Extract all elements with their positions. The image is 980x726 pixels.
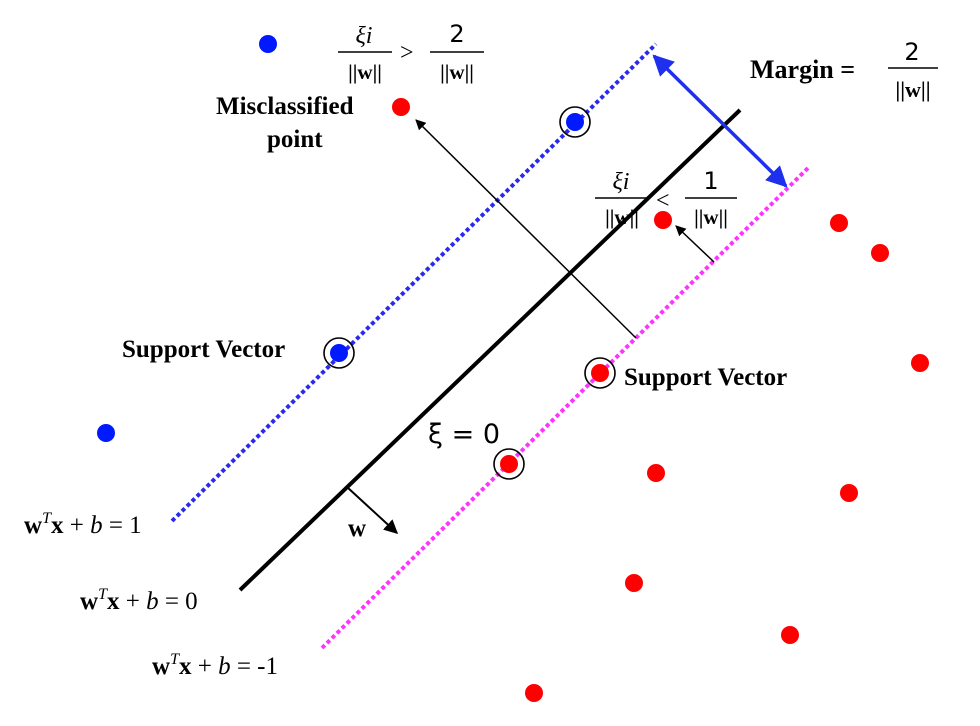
margin-numerator: 2: [904, 38, 919, 66]
misclassified-red-point: [392, 98, 410, 116]
red-point: [830, 214, 848, 232]
margin-width-arrow: [652, 54, 788, 188]
blue-support-vector-point: [566, 113, 584, 131]
one-numerator-mid: 1: [703, 167, 718, 195]
two-denominator-top: ||w||: [440, 60, 474, 84]
support-vector-label-right: Support Vector: [624, 364, 787, 391]
positive-margin-line: [170, 42, 658, 523]
equation-zero: wTx + b = 0: [80, 586, 198, 615]
support-vector-label-left: Support Vector: [122, 336, 285, 363]
two-numerator-top: 2: [449, 20, 464, 48]
equation-minus-one: wTx + b = -1: [152, 651, 278, 680]
red-point: [647, 464, 665, 482]
margin-denominator: ||w||: [895, 77, 930, 102]
red-point: [840, 484, 858, 502]
support-vector-ring: [584, 357, 616, 389]
misclassified-label-line2: point: [267, 126, 323, 153]
margin-violation-slack-arrow: [675, 225, 715, 263]
greater-than-symbol: >: [400, 40, 414, 66]
decision-boundary-line: [238, 108, 742, 592]
red-support-vector-point: [591, 364, 609, 382]
red-point: [781, 626, 799, 644]
margin-violating-red-point: [654, 211, 672, 229]
support-vector-ring: [559, 106, 591, 138]
less-than-symbol: <: [656, 188, 670, 214]
one-denominator-mid: ||w||: [694, 205, 728, 229]
xi-denominator-mid: ||w||: [605, 205, 639, 229]
red-point: [911, 354, 929, 372]
negative-margin-line: [320, 166, 810, 650]
blue-point: [97, 424, 115, 442]
red-point: [625, 574, 643, 592]
red-point: [871, 244, 889, 262]
red-support-vector-point: [500, 455, 518, 473]
xi-numerator-mid: ξi: [613, 169, 630, 195]
margin-label: Margin =: [750, 55, 855, 84]
misclassified-slack-arrow: [415, 119, 637, 339]
w-vector-label: w: [348, 515, 366, 542]
normal-vector-w-arrow: [346, 486, 399, 534]
xi-denominator-top: ||w||: [348, 60, 382, 84]
red-point: [525, 684, 543, 702]
blue-support-vector-point: [330, 344, 348, 362]
misclassified-label-line1: Misclassified: [216, 93, 354, 120]
blue-point: [259, 35, 277, 53]
equation-plus-one: wTx + b = 1: [24, 510, 142, 539]
xi-numerator-top: ξi: [356, 23, 373, 49]
support-vector-ring: [493, 448, 525, 480]
support-vector-ring: [323, 337, 355, 369]
xi-zero-label: ξ = 0: [428, 419, 500, 450]
